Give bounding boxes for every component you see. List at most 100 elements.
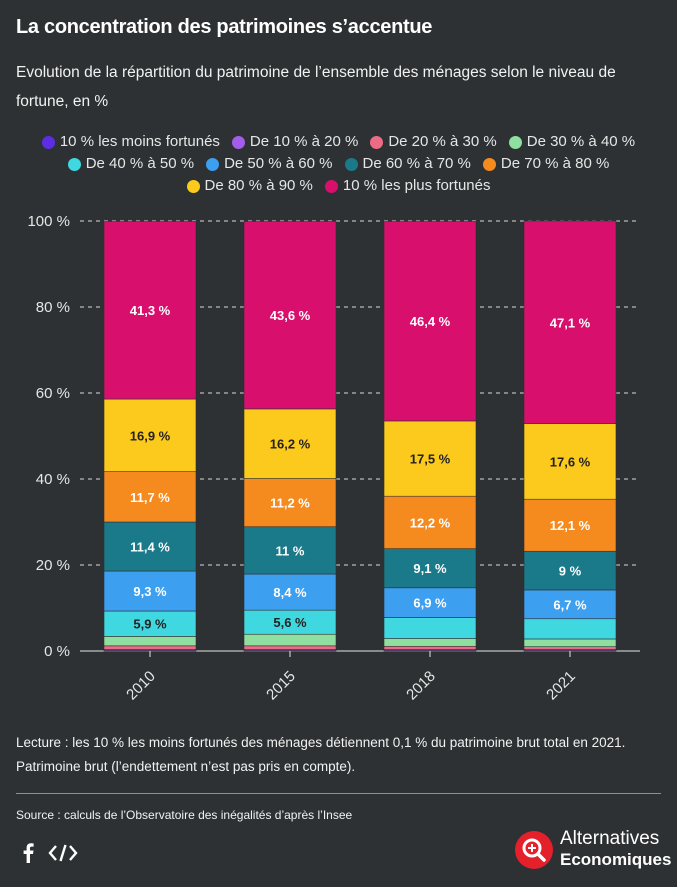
bar-segment (243, 408, 337, 479)
legend-label: De 10 % à 20 % (249, 133, 359, 150)
y-tick-label: 0 % (44, 643, 70, 660)
legend-swatch (324, 179, 338, 193)
bar-segment (383, 617, 477, 639)
bar-segment (523, 220, 617, 424)
x-tick-label: 2010 (123, 668, 159, 704)
legend-item: De 70 % à 80 % (482, 153, 610, 175)
data-label: 11,4 % (130, 540, 170, 555)
bar-segment (523, 589, 617, 620)
data-label: 11,7 % (130, 490, 170, 505)
bar-segment (243, 478, 337, 528)
share-bar (22, 843, 78, 868)
bar-segment (103, 645, 197, 650)
legend-swatch (231, 135, 245, 149)
legend-item: De 50 % à 60 % (206, 153, 333, 175)
bar-segment (103, 521, 197, 572)
bar-segment (243, 221, 337, 410)
legend-label: De 20 % à 30 % (388, 133, 497, 150)
legend-label: De 60 % à 70 % (362, 155, 471, 172)
reading-note: Lecture : les 10 % les moins fortunés de… (16, 735, 626, 774)
legend-label: 10 % les plus fortunés (342, 177, 491, 194)
bar-segment (243, 609, 337, 635)
data-label: 5,9 % (133, 617, 167, 632)
data-label: 41,3 % (130, 303, 171, 318)
legend-item: De 60 % à 70 % (344, 153, 471, 175)
brand-logo[interactable]: Alternatives Economiques (514, 826, 671, 876)
legend-label: De 80 % à 90 % (204, 177, 313, 194)
data-label: 8,4 % (273, 585, 307, 600)
legend-item: De 20 % à 30 % (370, 131, 497, 153)
bar-segment (103, 636, 197, 647)
bar-segment (103, 570, 197, 612)
bar-segment (103, 610, 197, 637)
bar-segment (523, 618, 617, 640)
bar-segment (383, 221, 477, 422)
bar-segment (523, 498, 617, 552)
legend-swatch (482, 157, 496, 171)
bar-segment (243, 633, 337, 647)
bar-segment (383, 495, 477, 549)
data-label: 9,3 % (133, 584, 167, 599)
data-label: 17,5 % (410, 452, 451, 467)
bar-segment (243, 645, 337, 650)
facebook-icon[interactable] (22, 843, 34, 868)
chart-legend: 10 % les moins fortunés De 10 % à 20 % De … (20, 131, 657, 197)
data-label: 6,9 % (413, 596, 447, 611)
y-tick-label: 80 % (36, 299, 70, 316)
data-label: 5,6 % (273, 615, 307, 630)
embed-code-icon[interactable] (48, 844, 78, 867)
legend-label: De 40 % à 50 % (85, 155, 195, 172)
data-label: 11,2 % (270, 496, 310, 511)
bar-segment (523, 646, 617, 650)
legend-item: 10 % les moins fortunés (41, 131, 220, 153)
data-label: 11 % (276, 543, 305, 558)
legend-item: De 40 % à 50 % (67, 153, 195, 175)
x-tick-label: 2018 (403, 668, 439, 704)
legend-item: De 30 % à 40 % (508, 131, 636, 153)
bar-segment (243, 573, 337, 611)
divider (16, 793, 661, 794)
legend-item: De 80 % à 90 % (186, 175, 313, 197)
legend-swatch (186, 179, 200, 193)
data-label: 6,7 % (553, 597, 587, 612)
x-tick-label: 2021 (543, 668, 579, 704)
bar-segment (383, 587, 477, 618)
bar-segment (103, 221, 197, 400)
legend-item: De 10 % à 20 % (231, 131, 359, 153)
bar-segment (383, 645, 477, 650)
x-tick-label: 2015 (263, 668, 299, 704)
data-label: 16,9 % (130, 428, 171, 443)
data-label: 9 % (559, 564, 582, 579)
y-tick-label: 60 % (36, 385, 70, 402)
legend-label: De 70 % à 80 % (500, 155, 610, 172)
bar-segment (383, 420, 477, 497)
legend-swatch (206, 157, 220, 171)
data-label: 17,6 % (550, 454, 591, 469)
legend-label: 10 % les moins fortunés (59, 133, 220, 150)
brand-name-line1: Alternatives (560, 828, 660, 849)
chart-title: La concentration des patrimoines s’accen… (16, 16, 433, 38)
legend-label: De 50 % à 60 % (224, 155, 333, 172)
y-tick-label: 100 % (27, 213, 70, 230)
data-label: 43,6 % (270, 308, 311, 323)
data-label: 12,1 % (550, 518, 591, 533)
legend-item: 10 % les plus fortunés (324, 175, 491, 197)
legend-swatch (508, 135, 522, 149)
bar-segment (523, 638, 617, 647)
data-label: 16,2 % (270, 437, 311, 452)
bar-segment (383, 548, 477, 589)
data-label: 46,4 % (410, 314, 451, 329)
chart-subtitle: Evolution de la répartition du patrimoin… (16, 64, 616, 110)
data-label: 47,1 % (550, 315, 591, 330)
legend-label: De 30 % à 40 % (526, 133, 636, 150)
source-text: Source : calculs de l’Observatoire des i… (16, 808, 353, 822)
legend-swatch (67, 157, 81, 171)
stacked-bar-chart: 0 % 20 % 40 % 60 % 80 % 100 % 5,9 % 9,3 % 11,4 %… (27, 213, 640, 704)
data-label: 12,2 % (410, 515, 451, 530)
magnifier-logo-icon (515, 831, 553, 869)
data-label: 9,1 % (413, 561, 447, 576)
legend-swatch (370, 135, 384, 149)
bar-segment (383, 638, 477, 647)
y-tick-label: 40 % (36, 471, 70, 488)
brand-name-line2: Economiques (560, 850, 672, 869)
